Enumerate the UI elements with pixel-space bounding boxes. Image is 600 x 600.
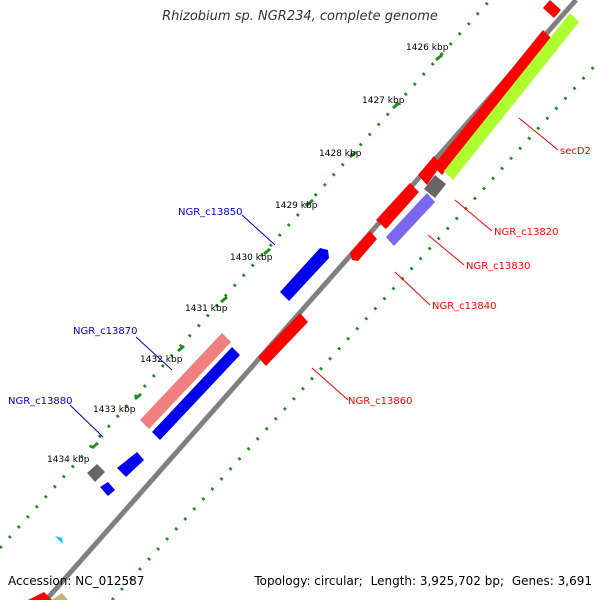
scale-tick-labels: 1426 kbp 1427 kbp 1428 kbp 1429 kbp 1430… — [47, 43, 449, 465]
feature-NGR_c13830-red — [376, 183, 419, 229]
feature-rna-track — [444, 13, 579, 180]
gene-label-NGR_c13850: NGR_c13850 — [178, 207, 243, 218]
feature-NGR_c13860-red — [258, 313, 308, 366]
scale-tick-marks — [91, 53, 443, 450]
feature-bottom-olive — [52, 593, 68, 600]
topology-text: Topology: circular; — [254, 574, 363, 588]
outer-dotted-track — [0, 0, 492, 549]
feature-NGR_c13840-red — [350, 231, 377, 261]
feature-NGR_c13830-purple — [386, 193, 435, 246]
feature-bottom-red — [28, 592, 52, 600]
tick-label: 1426 kbp — [406, 43, 449, 53]
tick-label: 1432 kbp — [140, 355, 183, 365]
feature-NGR_c13820-red — [418, 156, 441, 185]
tick-label: 1430 kbp — [230, 253, 273, 263]
tick-label: 1434 kbp — [47, 455, 90, 465]
gene-labels: secD2 NGR_c13820 NGR_c13830 NGR_c13840 N… — [8, 146, 591, 407]
tick-label: 1427 kbp — [362, 96, 405, 106]
label-leaders — [69, 117, 559, 438]
genome-title: Rhizobium sp. NGR234, complete genome — [162, 9, 438, 24]
feature-NGR_c13820-gray — [424, 175, 446, 198]
tick-label: 1429 kbp — [275, 201, 318, 211]
tick-label: 1428 kbp — [319, 149, 362, 159]
inner-dotted-track — [110, 58, 600, 600]
accession-text: Accession: NC_012587 — [8, 574, 145, 588]
gene-label-NGR_c13870: NGR_c13870 — [73, 326, 138, 337]
gene-label-NGR_c13830: NGR_c13830 — [466, 261, 531, 272]
feature-NGR_c13870-pink — [140, 333, 231, 429]
feature-NGR_c13850-blue — [280, 248, 329, 301]
length-text: Length: 3,925,702 bp; — [370, 574, 505, 588]
feature-secD2-gene — [543, 0, 561, 18]
gene-label-NGR_c13880: NGR_c13880 — [8, 396, 73, 407]
tick-label: 1433 kbp — [93, 405, 136, 415]
gene-label-NGR_c13860: NGR_c13860 — [348, 396, 413, 407]
gene-label-NGR_c13840: NGR_c13840 — [432, 301, 497, 312]
feature-NGR_c13870-blue — [152, 347, 240, 440]
reverse-strand-features — [28, 248, 329, 600]
genes-count-text: Genes: 3,691 — [511, 574, 592, 588]
tick-label: 1431 kbp — [185, 304, 228, 314]
gene-label-NGR_c13820: NGR_c13820 — [494, 227, 559, 238]
feature-cyan-marker — [55, 536, 63, 544]
feature-NGR_c13880-blue — [117, 452, 144, 477]
forward-strand-features — [258, 0, 579, 366]
gene-label-secD2: secD2 — [560, 146, 591, 157]
genome-stats: Topology: circular; Length: 3,925,702 bp… — [254, 574, 592, 588]
feature-secD2-cds — [433, 30, 552, 175]
feature-small-blue — [100, 482, 115, 496]
feature-NGR_c13880-gray — [87, 464, 105, 482]
